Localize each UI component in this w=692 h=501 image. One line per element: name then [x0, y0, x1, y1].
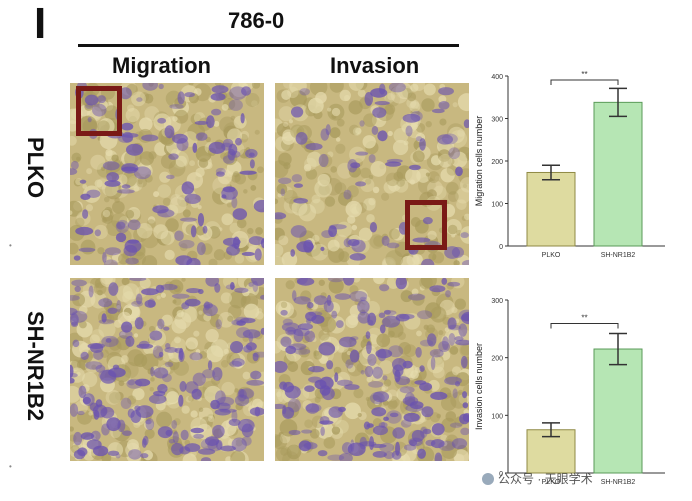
invasion-bar-chart: Invasion cells number 0 100 200 300 PLKO SH-NR… [470, 288, 692, 501]
migration-y-axis-label: Migration cells number [474, 116, 484, 207]
invasion-bar-sh [593, 348, 643, 474]
migration-y-tick-label: 400 [491, 74, 503, 81]
migration-y-tick-label: 100 [491, 202, 503, 209]
wechat-icon [482, 473, 494, 485]
migration-y-tick-label: 0 [499, 244, 503, 251]
watermark: 公众号 · 天眼学术 [482, 470, 593, 487]
invasion-significance-label: ** [581, 313, 587, 322]
plko-invasion-image [275, 83, 469, 265]
migration-bar-plko [526, 171, 576, 247]
title-rule [78, 44, 459, 47]
invasion-x-tick-label: SH-NR1B2 [601, 479, 636, 486]
column-title-invasion: Invasion [330, 53, 420, 78]
plko-migration-image [70, 83, 264, 265]
migration-significance-label: ** [581, 70, 587, 79]
panel-letter: I [34, 0, 47, 48]
invasion-y-tick-label: 200 [491, 356, 503, 363]
migration-bar-sh [593, 101, 643, 247]
migration-y-tick-label: 300 [491, 117, 503, 124]
highlight-box [405, 200, 447, 250]
migration-significance-bracket [550, 79, 619, 85]
invasion-y-axis-label: Invasion cells number [474, 343, 484, 430]
invasion-y-tick-label: 0 [499, 471, 503, 478]
migration-y-tick-label: 200 [491, 159, 503, 166]
highlight-box [76, 86, 122, 136]
migration-x-tick-label: SH-NR1B2 [601, 252, 636, 259]
migration-x-tick-label: PLKO [542, 252, 561, 259]
invasion-y-tick-label: 100 [491, 413, 503, 420]
cell-line-title: 786-0 [228, 8, 285, 33]
invasion-x-tick-label: PLKO [542, 479, 561, 486]
migration-chart-svg: Migration cells number 0 100 200 300 400 PLKO S… [474, 70, 665, 259]
migration-bar-chart: Migration cells number 0 100 200 300 400 PLKO S… [470, 64, 692, 274]
row-marker: • [9, 241, 12, 250]
sh-invasion-image [275, 278, 469, 461]
row-marker: • [9, 462, 12, 471]
invasion-y-tick-label: 300 [491, 298, 503, 305]
watermark-text: 公众号 · 天眼学术 [498, 472, 593, 486]
row-label-plko: PLKO [23, 137, 48, 199]
column-title-migration: Migration [112, 53, 211, 78]
invasion-chart-svg: Invasion cells number 0 100 200 300 PLKO SH-NR… [474, 298, 665, 486]
sh-migration-image [70, 278, 264, 461]
row-label-sh: SH-NR1B2 [23, 311, 48, 422]
invasion-significance-bracket [550, 322, 619, 329]
